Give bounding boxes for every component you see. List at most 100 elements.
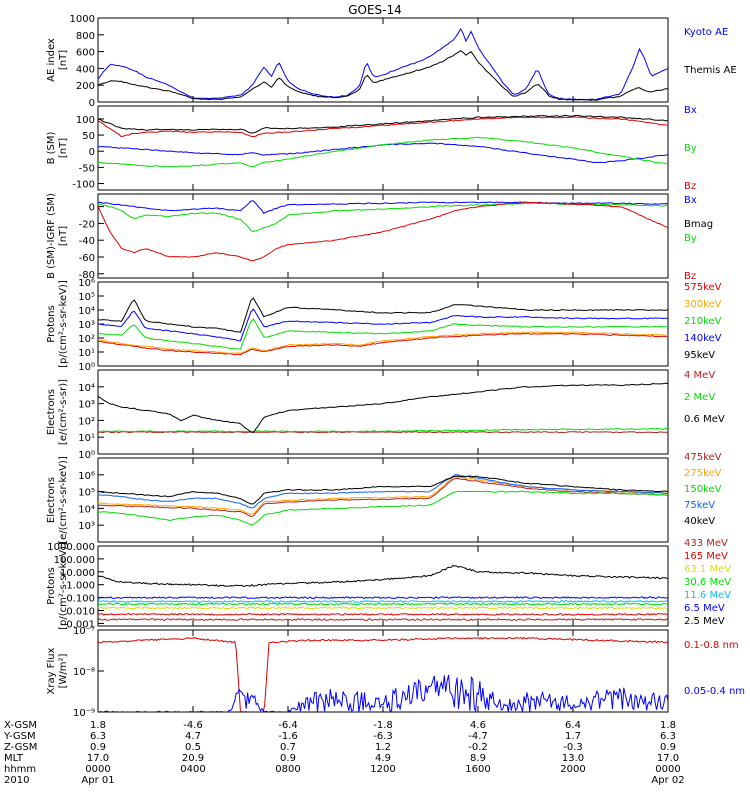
- x-axis-value: 0000: [85, 764, 110, 775]
- y-axis-label: [W/m²]: [58, 653, 69, 688]
- y-tick-label: -20: [79, 219, 95, 230]
- legend-entry: 2.5 MeV: [684, 616, 725, 627]
- series-line-210kev: [98, 318, 668, 350]
- y-tick-label: 10⁴: [78, 383, 95, 394]
- series-line-bx: [98, 200, 668, 214]
- x-axis-value: 4.7: [185, 731, 201, 742]
- legend-entry: 150keV: [684, 484, 722, 495]
- x-axis-value: 1.8: [90, 720, 106, 731]
- y-axis-label: Electrons: [46, 477, 57, 523]
- series-line-475kev: [98, 477, 668, 517]
- series-line-575kev: [98, 332, 668, 356]
- x-axis-value: 4.9: [375, 753, 391, 764]
- x-axis-value: 6.3: [90, 731, 106, 742]
- y-tick-label: 10¹: [78, 348, 95, 359]
- legend-entry: 95keV: [684, 350, 715, 361]
- series-line-40kev: [98, 475, 668, 505]
- series-line-6-5-mev: [98, 596, 668, 600]
- x-axis-value: Apr 01: [81, 775, 114, 786]
- legend-entry: 30.6 MeV: [684, 577, 731, 588]
- y-axis-label: Electrons: [46, 389, 57, 435]
- series-line-themis-ae: [98, 50, 668, 101]
- y-tick-label: 1.000: [66, 581, 95, 592]
- y-axis-label: [nT]: [58, 50, 69, 70]
- panel-1: 0 200 400 600 800 1000 AE index [nT] Kyoto AE The…: [46, 14, 737, 109]
- y-tick-label: 10⁻⁸: [73, 667, 95, 678]
- y-axis-label: [e/(cm²-s-sr-keV)]: [58, 456, 69, 544]
- legend-entry: Bz: [684, 181, 696, 192]
- x-axis-value: 1200: [370, 764, 395, 775]
- x-axis-value: 2000: [560, 764, 585, 775]
- y-tick-label: 0.010: [66, 607, 95, 618]
- legend-entry: 2 MeV: [684, 392, 715, 403]
- x-axis-value: -4.7: [468, 731, 488, 742]
- series-line-0-6-mev: [98, 382, 668, 433]
- x-axis-value: 0000: [655, 764, 680, 775]
- legend-entry: 575keV: [684, 282, 722, 293]
- y-tick-label: 600: [76, 48, 95, 59]
- y-tick-label: 10⁶: [78, 278, 95, 289]
- y-tick-label: 800: [76, 31, 95, 42]
- x-axis-value: 1600: [465, 764, 490, 775]
- series-line-150kev: [98, 490, 668, 526]
- series-line-0-05-0-4-nm: [98, 674, 668, 712]
- panel-6: 10³ 10⁴ 10⁵ 10⁶ Electrons [e/(cm²-s-sr-keV)] 4…: [46, 452, 722, 544]
- y-axis-label: AE index: [46, 38, 57, 82]
- y-axis-label: Protons: [46, 305, 57, 342]
- y-tick-label: 10²: [78, 416, 95, 427]
- y-axis-label: Protons: [46, 567, 57, 604]
- series-line-300kev: [98, 331, 668, 354]
- x-axis-value: 6.4: [565, 720, 581, 731]
- legend-entry: 140keV: [684, 333, 722, 344]
- x-axis-value: -0.2: [468, 742, 488, 753]
- x-axis-value: 1.2: [375, 742, 391, 753]
- figure-title: GOES-14: [348, 3, 402, 17]
- legend-entry: 275keV: [684, 468, 722, 479]
- y-tick-label: 1000: [70, 14, 95, 25]
- y-axis-label: [p/(cm²-s-sr-keV)]: [58, 280, 69, 368]
- x-axis-value: 17.0: [657, 753, 679, 764]
- y-tick-label: 200: [76, 81, 95, 92]
- y-tick-label: 10¹: [78, 433, 95, 444]
- x-axis-row-label: Y-GSM: [3, 731, 36, 742]
- legend-entry: Bx: [684, 105, 697, 116]
- y-tick-label: 10⁻⁹: [73, 708, 95, 719]
- y-tick-label: 10⁴: [78, 306, 95, 317]
- x-axis-value: -0.3: [563, 742, 583, 753]
- x-axis-value: 0.7: [280, 742, 296, 753]
- y-tick-label: 10.000: [60, 568, 95, 579]
- x-axis-value: -6.4: [278, 720, 298, 731]
- y-axis-label: Xray Flux: [46, 647, 57, 694]
- y-axis-label: [p/(cm²-s-sr-keV)]: [58, 542, 69, 630]
- series-line-4-mev: [98, 431, 668, 434]
- legend-entry: 433 MeV: [684, 538, 728, 549]
- y-tick-label: 10⁵: [78, 292, 95, 303]
- series-group: [98, 382, 668, 434]
- legend-entry: 210keV: [684, 316, 722, 327]
- y-tick-label: 100: [76, 115, 95, 126]
- y-tick-label: 0: [89, 147, 95, 158]
- series-line-kyoto-ae: [98, 27, 668, 101]
- panel-frame: [97, 369, 669, 455]
- legend-entry: Kyoto AE: [684, 27, 728, 38]
- x-axis-value: -1.6: [278, 731, 298, 742]
- x-axis-value: 17.0: [87, 753, 109, 764]
- series-line-0-1-0-8-nm: [98, 636, 668, 712]
- y-tick-label: -80: [79, 270, 95, 281]
- legend-entry: 475keV: [684, 452, 722, 463]
- series-line-63-1-mev: [98, 606, 668, 610]
- series-line-bz: [98, 116, 668, 138]
- legend-entry: 165 MeV: [684, 551, 728, 562]
- panel-3: -80 -60 -40 -20 0 B (SM)-IGRF (SM) [nT] Bx By Bz: [46, 193, 697, 282]
- x-axis-value: 6.3: [660, 731, 676, 742]
- x-axis-value: 8.9: [470, 753, 486, 764]
- series-group: [98, 565, 668, 621]
- series-line-2-mev: [98, 427, 668, 433]
- panel-frame: [97, 105, 669, 191]
- x-axis-value: 0.9: [90, 742, 106, 753]
- x-axis-value: 1.7: [565, 731, 581, 742]
- x-axis-value: 0.9: [660, 742, 676, 753]
- y-tick-label: 10³: [78, 521, 95, 532]
